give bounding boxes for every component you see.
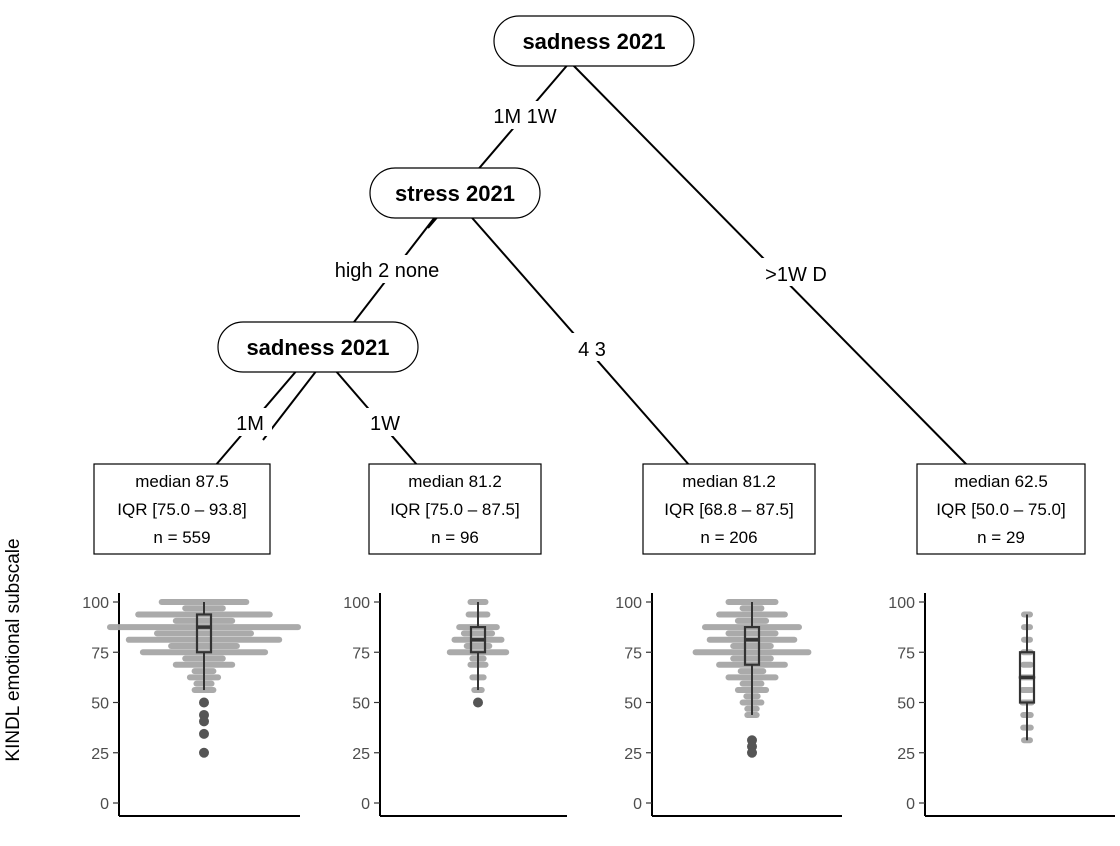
- leaf-1-box: [93, 463, 271, 555]
- panel-4-tick-label: 75: [897, 645, 915, 662]
- boxplot-panel-4: 0 25 50 75 100: [888, 593, 1115, 817]
- leaf-3-median: median 81.2: [682, 472, 776, 491]
- panel-2-tick-label: 50: [352, 696, 370, 713]
- panel-1-tick-label: 0: [100, 796, 109, 813]
- panel-2-outlier: [473, 697, 483, 708]
- panel-3-tick-label: 0: [633, 796, 642, 813]
- leaf-3: median 81.2 IQR [68.8 – 87.5] n = 206: [642, 463, 816, 555]
- panel-3-box: [743, 626, 761, 666]
- leaf-2-median: median 81.2: [408, 472, 502, 491]
- edge-stress-right: [451, 194, 691, 467]
- leaf-3-n: n = 206: [700, 528, 757, 547]
- leaf-2: median 81.2 IQR [75.0 – 87.5] n = 96: [368, 463, 542, 555]
- panel-4-tick-label: 100: [888, 595, 915, 612]
- node-stress-box: [369, 167, 541, 219]
- panel-2-tick-label: 100: [343, 595, 370, 612]
- panel-2-tick-label: 0: [361, 796, 370, 813]
- leaf-1-n: n = 559: [153, 528, 210, 547]
- node-sadness2-box: [217, 321, 419, 373]
- panel-1-tick-label: 50: [91, 696, 109, 713]
- leaf-2-n: n = 96: [431, 528, 479, 547]
- panel-3-tick-label: 100: [615, 595, 642, 612]
- boxplot-panels: 0 25 50 75 100 0 25 50 75 100 0 25 50 75 100 0 25 50 75 100: [82, 593, 1115, 817]
- panel-1-outlier: [199, 728, 209, 739]
- leaf-4-n: n = 29: [977, 528, 1025, 547]
- boxplot-panel-2: 0 25 50 75 100: [343, 593, 567, 817]
- panel-1-outlier: [199, 716, 209, 727]
- panel-1-tick-label: 100: [82, 595, 109, 612]
- leaf-4: median 62.5 IQR [50.0 – 75.0] n = 29: [916, 463, 1086, 555]
- panel-2-tick-label: 75: [352, 645, 370, 662]
- panel-3-tick-label: 75: [624, 645, 642, 662]
- boxplot-panel-3: 0 25 50 75 100: [615, 593, 842, 817]
- leaf-1: median 87.5 IQR [75.0 – 93.8] n = 559: [93, 463, 271, 555]
- edge-label-gt1wd: >1W D: [765, 264, 827, 286]
- node-root-box: [493, 15, 695, 67]
- panel-1-outlier: [199, 697, 209, 708]
- edge-label-1m1w: 1M 1W: [493, 106, 556, 128]
- node-sadness2-label: sadness 2021: [246, 335, 389, 360]
- boxplot-panel-1: 0 25 50 75 100: [82, 593, 301, 817]
- leaf-4-box: [916, 463, 1086, 555]
- panel-1-tick-label: 25: [91, 746, 109, 763]
- panel-3-outlier: [747, 747, 757, 758]
- node-root-label: sadness 2021: [522, 29, 665, 54]
- edge-stress-left: [262, 194, 453, 441]
- y-axis-label: KINDL emotional subscale: [3, 538, 24, 761]
- edge-label-1m: 1M: [236, 413, 264, 435]
- leaf-3-box: [642, 463, 816, 555]
- panel-1-tick-label: 75: [91, 645, 109, 662]
- panel-4-tick-label: 25: [897, 746, 915, 763]
- node-stress-label: stress 2021: [395, 181, 515, 206]
- leaf-4-median: median 62.5: [954, 472, 1048, 491]
- edge-label-1w: 1W: [370, 413, 400, 435]
- panel-1-outlier: [199, 747, 209, 758]
- leaf-1-median: median 87.5: [135, 472, 229, 491]
- panel-4-tick-label: 0: [906, 796, 915, 813]
- panel-3-tick-label: 25: [624, 746, 642, 763]
- leaf-2-iqr: IQR [75.0 – 87.5]: [390, 500, 519, 519]
- panel-1-box: [195, 613, 213, 654]
- leaf-1-iqr: IQR [75.0 – 93.8]: [117, 500, 246, 519]
- edge-label-43: 4 3: [578, 339, 606, 361]
- panel-2-tick-label: 25: [352, 746, 370, 763]
- panel-3-tick-label: 50: [624, 696, 642, 713]
- leaf-3-iqr: IQR [68.8 – 87.5]: [664, 500, 793, 519]
- edge-label-high2none: high 2 none: [335, 260, 440, 282]
- leaf-2-box: [368, 463, 542, 555]
- panel-4-tick-label: 50: [897, 696, 915, 713]
- leaf-4-iqr: IQR [50.0 – 75.0]: [936, 500, 1065, 519]
